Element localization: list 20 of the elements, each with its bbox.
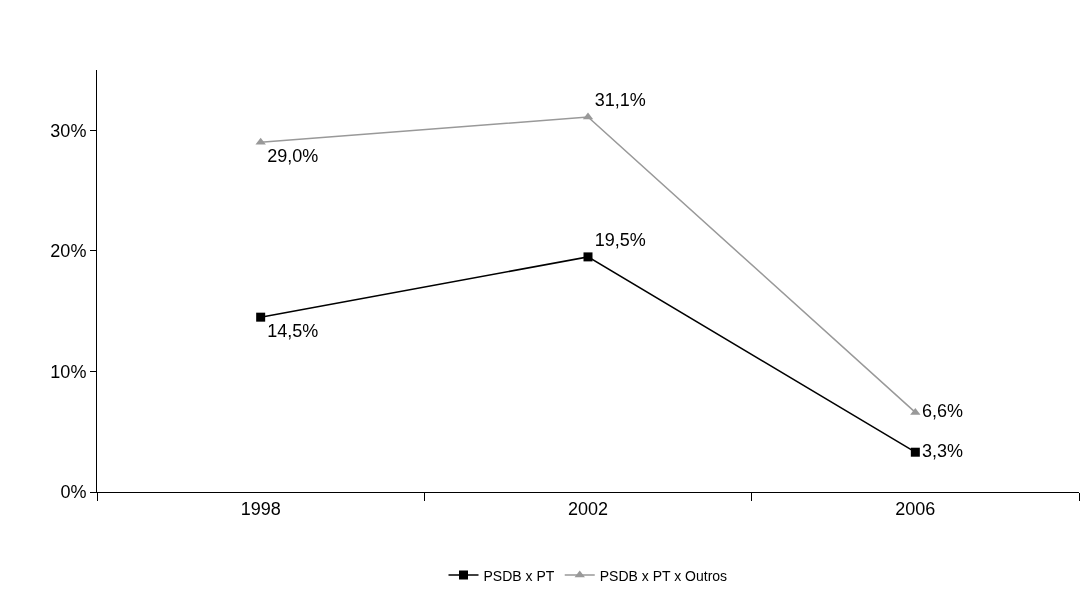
data-label: 14,5% xyxy=(267,321,319,342)
point xyxy=(583,252,593,262)
data-label: 3,3% xyxy=(921,440,963,461)
data-label: 29,0% xyxy=(267,146,319,167)
data-label: 19,5% xyxy=(594,229,646,250)
point xyxy=(910,407,921,415)
point xyxy=(255,137,266,145)
x-tick-label: 2006 xyxy=(895,498,936,519)
y-tick-label: 30% xyxy=(50,120,87,141)
point xyxy=(910,447,920,457)
data-label: 6,6% xyxy=(921,400,963,421)
data-label: 31,1% xyxy=(594,89,646,110)
x-tick-label: 1998 xyxy=(240,498,281,519)
y-tick-label: 20% xyxy=(50,241,87,262)
legend-label: PSDB x PT xyxy=(483,567,555,584)
x-tick-label: 2002 xyxy=(567,498,609,519)
y-tick-label: 10% xyxy=(50,361,87,382)
point xyxy=(256,312,266,322)
y-tick-label: 0% xyxy=(60,482,87,503)
legend-label: PSDB x PT x Outros xyxy=(599,567,728,584)
